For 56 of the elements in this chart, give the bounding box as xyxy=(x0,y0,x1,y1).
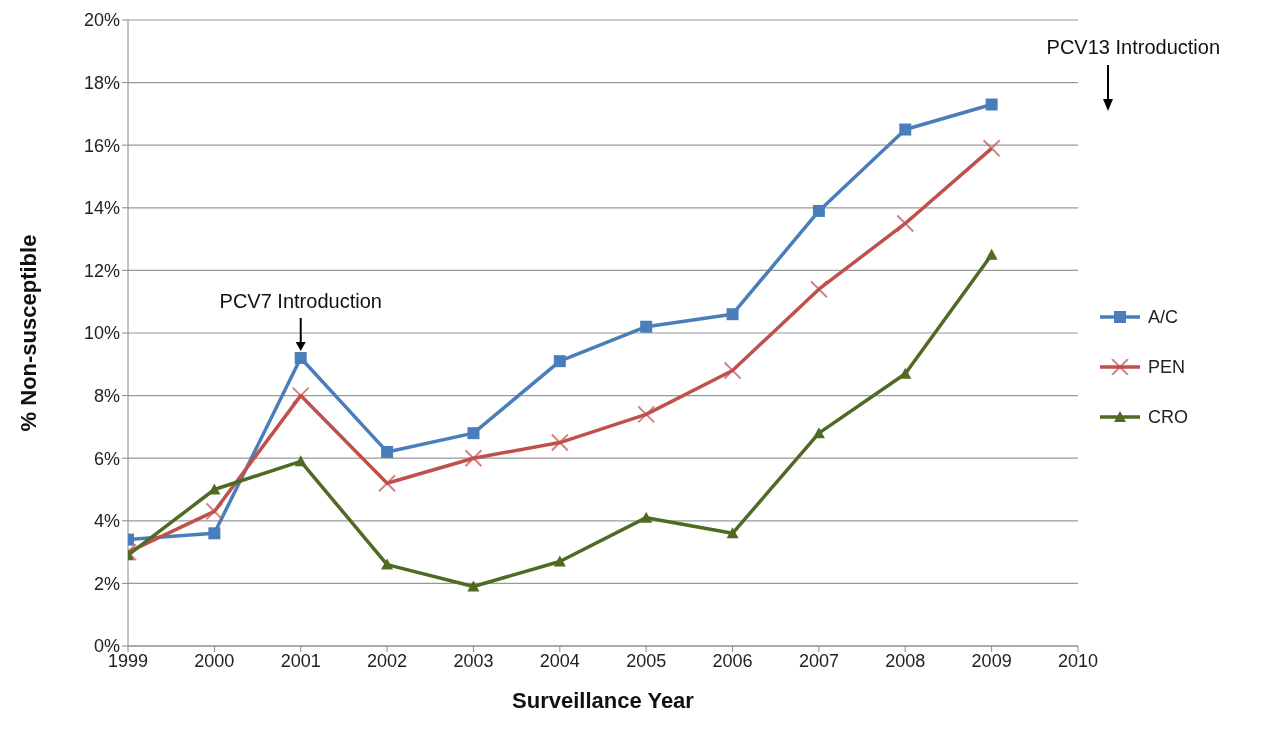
annotation: PCV13 Introduction xyxy=(1046,36,1220,59)
legend-label: CRO xyxy=(1148,406,1188,428)
point xyxy=(208,527,221,540)
point xyxy=(812,427,825,439)
point xyxy=(809,280,828,299)
y-tick-label: 10% xyxy=(83,323,120,344)
point xyxy=(726,308,739,321)
point xyxy=(637,405,656,424)
point xyxy=(982,139,1001,158)
point xyxy=(378,474,397,493)
point xyxy=(553,555,566,567)
x-tick-label: 2008 xyxy=(885,650,926,671)
point xyxy=(899,123,912,136)
point xyxy=(985,248,998,260)
point xyxy=(294,352,307,365)
y-tick-label: 2% xyxy=(93,573,120,594)
point xyxy=(812,204,825,217)
point xyxy=(896,214,915,233)
point xyxy=(726,527,739,539)
y-tick-label: 14% xyxy=(83,198,120,219)
point xyxy=(294,455,307,467)
point xyxy=(467,427,480,440)
x-tick-label: 2005 xyxy=(626,650,667,671)
x-tick-label: 2007 xyxy=(798,650,839,671)
point xyxy=(381,445,394,458)
point xyxy=(381,558,394,570)
x-tick-label: 2004 xyxy=(539,650,580,671)
point xyxy=(640,320,653,333)
x-axis-title: Surveillance Year xyxy=(512,688,695,713)
point xyxy=(553,355,566,368)
y-tick-label: 4% xyxy=(93,511,120,532)
y-axis-title: % Non-susceptible xyxy=(15,234,41,432)
point xyxy=(291,386,310,405)
x-tick-label: 2010 xyxy=(1057,650,1099,671)
point xyxy=(464,449,483,468)
point xyxy=(550,433,569,452)
y-tick-label: 18% xyxy=(83,72,120,93)
legend-label: A/C xyxy=(1148,306,1179,328)
point xyxy=(467,580,480,592)
y-tick-label: 6% xyxy=(93,448,120,469)
x-tick-label: 2003 xyxy=(453,650,494,671)
y-tick-label: 16% xyxy=(83,135,120,156)
x-tick-label: 2001 xyxy=(280,650,321,671)
y-tick-label: 20% xyxy=(83,10,120,31)
x-tick-label: 2000 xyxy=(194,650,235,671)
point xyxy=(985,98,998,111)
x-tick-label: 2006 xyxy=(712,650,753,671)
x-tick-label: 2002 xyxy=(367,650,408,671)
x-tick-label: 2009 xyxy=(971,650,1012,671)
point xyxy=(640,511,653,523)
annotation: PCV7 Introduction xyxy=(219,290,382,313)
legend-label: PEN xyxy=(1148,356,1186,378)
point xyxy=(723,361,742,380)
y-tick-label: 8% xyxy=(93,385,120,406)
point xyxy=(205,502,224,521)
y-tick-label: 12% xyxy=(83,260,120,281)
